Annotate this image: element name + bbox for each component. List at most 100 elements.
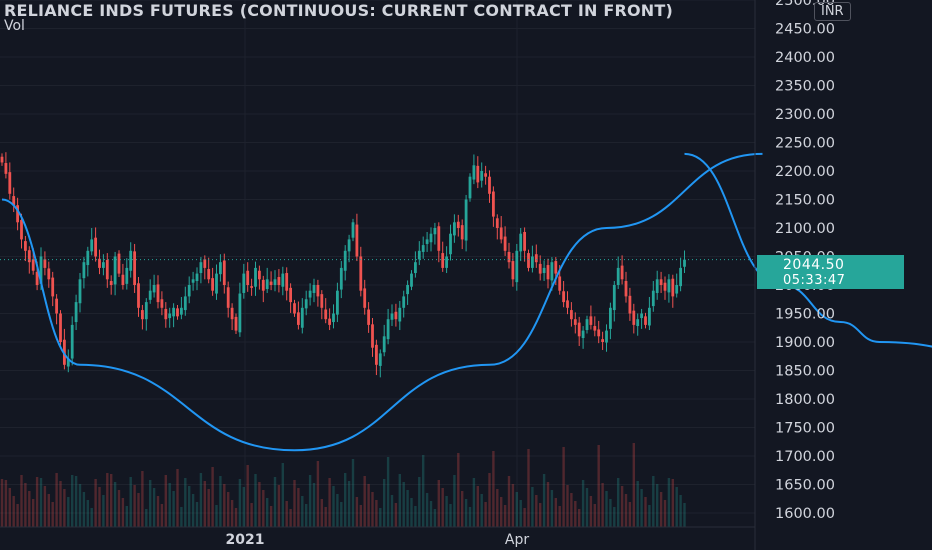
volume-bar xyxy=(476,486,479,527)
volume-bar xyxy=(461,491,464,527)
volume-bar xyxy=(379,508,382,527)
candle-body xyxy=(585,319,589,331)
candle-body xyxy=(144,302,148,320)
volume-bar xyxy=(324,507,327,527)
volume-bar xyxy=(558,506,561,527)
volume-bar xyxy=(398,474,401,527)
volume-bar xyxy=(566,485,569,527)
candle-body xyxy=(527,253,530,268)
candle-body xyxy=(125,267,129,284)
volume-bar xyxy=(168,483,171,527)
volume-bar xyxy=(496,489,499,527)
candle-body xyxy=(297,312,300,325)
volume-bar xyxy=(297,488,300,527)
candle-body xyxy=(616,267,620,285)
volume-bar xyxy=(659,492,663,527)
candle-body xyxy=(24,241,27,251)
volume-bar xyxy=(613,507,616,527)
candle-body xyxy=(191,279,195,283)
candle-body xyxy=(609,307,612,329)
candle-body xyxy=(531,256,534,268)
volume-bar xyxy=(63,489,66,527)
volume-bar xyxy=(4,480,8,527)
volume-bar xyxy=(332,486,335,527)
volume-bar xyxy=(145,509,148,527)
volume-bar xyxy=(98,487,101,527)
volume-bar xyxy=(523,508,526,527)
x-tick-label: 2021 xyxy=(226,532,265,548)
candle-body xyxy=(589,316,593,325)
volume-bar xyxy=(683,503,686,527)
volume-bar xyxy=(468,507,472,527)
volume-bar xyxy=(441,488,444,527)
candle-body xyxy=(152,285,156,293)
candle-body xyxy=(441,253,445,268)
candle-body xyxy=(27,250,31,263)
candle-body xyxy=(16,205,19,223)
volume-bar xyxy=(355,497,359,527)
volume-bar xyxy=(129,477,132,527)
y-tick-label: 2350.00 xyxy=(775,79,835,95)
grid-lines xyxy=(0,0,755,527)
candle-body xyxy=(31,259,35,271)
candle-body xyxy=(226,287,230,308)
volume-bar xyxy=(180,507,183,527)
candle-body xyxy=(70,324,74,359)
volume-bar xyxy=(141,471,144,527)
candle-body xyxy=(304,299,308,309)
volume-bar xyxy=(90,508,93,527)
volume-bar xyxy=(289,509,292,527)
candle-body xyxy=(199,262,203,274)
volume-bar xyxy=(644,497,647,527)
candle-body xyxy=(102,262,105,268)
volume-bar xyxy=(211,467,214,527)
volume-bar xyxy=(320,499,323,527)
volume-bar xyxy=(160,504,164,527)
volume-bar xyxy=(519,500,522,527)
symbol-title[interactable]: RELIANCE INDS FUTURES (CONTINUOUS: CURRE… xyxy=(4,1,674,20)
candle-body xyxy=(66,359,70,367)
volume-bar xyxy=(597,445,600,527)
candle-body xyxy=(651,290,655,307)
volume-bar xyxy=(59,481,62,527)
candle-body xyxy=(109,281,113,285)
candle-body xyxy=(203,259,207,268)
volume-bar xyxy=(480,494,483,527)
candle-body xyxy=(98,258,101,268)
candle-body xyxy=(172,307,175,317)
volume-bar xyxy=(164,475,167,527)
currency-badge[interactable]: INR xyxy=(814,2,851,21)
volume-label[interactable]: Vol xyxy=(4,18,25,34)
volume-bar xyxy=(32,499,35,527)
volume-bar xyxy=(328,478,331,527)
candle-body xyxy=(624,281,628,297)
volume-bar xyxy=(574,501,577,527)
volume-bar xyxy=(546,482,550,527)
candle-body xyxy=(679,267,682,287)
volume-bar xyxy=(539,503,542,527)
time-axis[interactable]: 2021 Apr xyxy=(226,532,530,548)
volume-bar xyxy=(679,495,682,527)
y-tick-label: 1850.00 xyxy=(775,364,835,380)
candle-body xyxy=(277,277,281,285)
volume-bar xyxy=(203,481,206,527)
candle-body xyxy=(168,313,172,319)
candle-body xyxy=(47,268,51,280)
candle-body xyxy=(538,263,542,274)
candle-body xyxy=(410,273,413,287)
candle-body xyxy=(449,233,452,255)
candle-body xyxy=(0,156,4,163)
candle-body xyxy=(316,285,320,297)
volume-bar xyxy=(305,504,308,527)
volume-bar xyxy=(35,477,39,527)
candle-body xyxy=(215,273,218,294)
candle-body xyxy=(285,273,289,291)
candle-body xyxy=(113,256,117,285)
candle-body xyxy=(351,222,355,238)
candle-body xyxy=(51,277,55,297)
x-tick-label: Apr xyxy=(505,532,529,548)
volume-bar xyxy=(394,503,398,527)
candle-body xyxy=(129,250,133,271)
candle-body xyxy=(78,279,82,304)
